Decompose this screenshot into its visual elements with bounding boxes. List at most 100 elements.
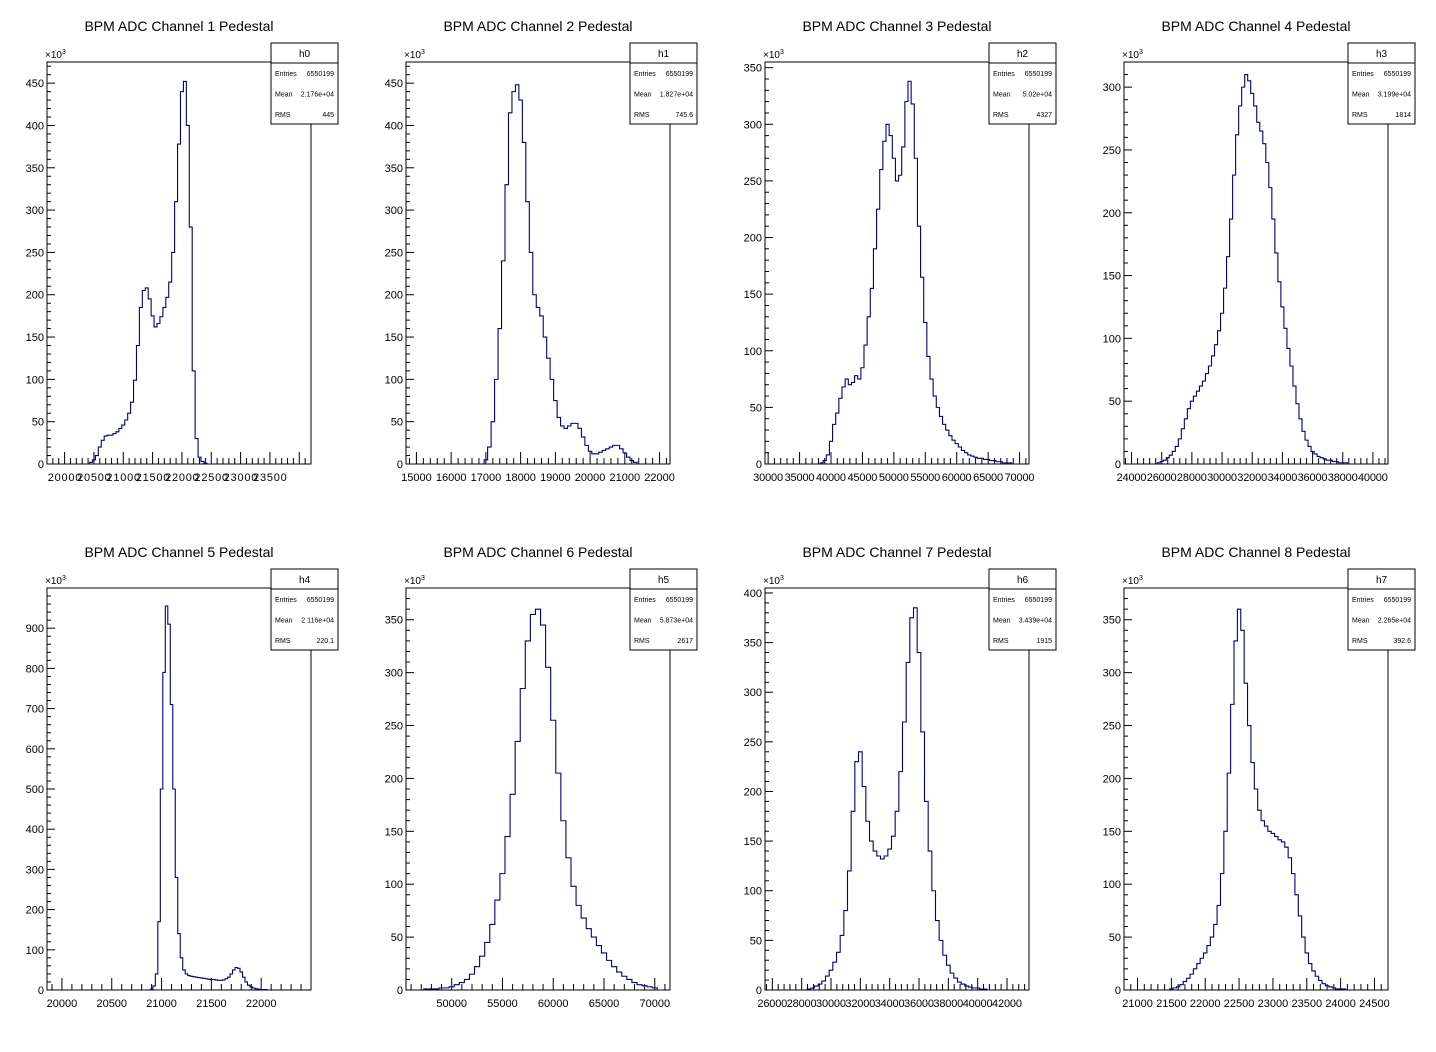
stat-value: 445: [322, 112, 334, 119]
stat-label: RMS: [634, 638, 650, 645]
stats-box: h7 Entries 6550199 Mean 2.265e+04 RMS 392.6: [1347, 568, 1416, 651]
stat-value: 1.827e+04: [660, 92, 693, 99]
y-axis-multiplier: ×103: [404, 575, 425, 587]
stat-value: 2.116e+04: [301, 618, 334, 625]
y-tick-label: 0: [756, 459, 762, 471]
x-tick-label: 20500: [96, 998, 127, 1010]
stat-value: 6550199: [666, 597, 693, 604]
x-tick-label: 26000: [757, 998, 787, 1010]
stat-label: Mean: [634, 618, 652, 625]
plot-frame: [46, 61, 312, 465]
stat-label: RMS: [275, 638, 291, 645]
stats-box-frame: [1347, 42, 1416, 125]
y-tick-label: 350: [744, 638, 762, 650]
histogram-series-line: [149, 605, 270, 991]
y-tick-label: 0: [38, 985, 44, 997]
x-tick-label: 28000: [1177, 472, 1207, 484]
stat-value: 745.6: [675, 112, 693, 119]
x-tick-label: 21500: [196, 998, 227, 1010]
y-tick-label: 50: [32, 417, 44, 429]
histogram-series-line: [819, 80, 1015, 465]
y-tick-label: 150: [385, 332, 403, 344]
stats-box-frame: [1347, 568, 1416, 651]
histogram-series-line: [423, 608, 663, 991]
y-tick-label: 200: [744, 786, 762, 798]
y-tick-label: 200: [26, 905, 44, 917]
y-tick-label: 50: [750, 935, 762, 947]
histogram-panel-4: BPM ADC Channel 4 Pedestal ×103 0 50 100 150 2…: [1103, 18, 1416, 484]
histogram-panel-1: BPM ADC Channel 1 Pedestal ×103 0 50 100 150 2…: [26, 18, 339, 484]
stat-label: RMS: [634, 112, 650, 119]
stat-value: 2.176e+04: [301, 92, 334, 99]
y-axis-multiplier: ×103: [404, 49, 425, 61]
x-tick-label: 55000: [910, 472, 940, 484]
y-tick-label: 350: [26, 163, 44, 175]
y-tick-label: 400: [744, 588, 762, 600]
stat-value: 6550199: [307, 597, 334, 604]
x-tick-label: 26000: [1147, 472, 1177, 484]
histogram-series-line: [88, 80, 213, 465]
histogram-panel-7: BPM ADC Channel 7 Pedestal ×103 0 50 100 150 2…: [744, 544, 1057, 1010]
histogram-series-line: [806, 607, 991, 991]
stat-value: 220.1: [316, 638, 334, 645]
y-axis-multiplier: ×103: [763, 575, 784, 587]
histogram-name: h7: [1376, 575, 1388, 586]
y-tick-label: 200: [26, 290, 44, 302]
stat-label: RMS: [993, 638, 1009, 645]
y-tick-label: 150: [26, 332, 44, 344]
stats-box-frame: [988, 568, 1057, 651]
x-tick-label: 23500: [253, 472, 287, 484]
panel-title: BPM ADC Channel 2 Pedestal: [443, 18, 632, 34]
y-tick-label: 250: [744, 176, 762, 188]
y-tick-label: 150: [1103, 271, 1121, 283]
y-tick-label: 350: [385, 615, 403, 627]
x-tick-label: 20000: [47, 998, 78, 1010]
histogram-name: h3: [1376, 49, 1388, 60]
y-tick-label: 150: [1103, 826, 1121, 838]
panel-title: BPM ADC Channel 3 Pedestal: [802, 18, 991, 34]
stat-label: Mean: [275, 92, 293, 99]
x-tick-label: 65000: [973, 472, 1003, 484]
stats-box-frame: [629, 568, 698, 651]
x-tick-label: 20000: [575, 472, 606, 484]
y-tick-label: 250: [1103, 721, 1121, 733]
y-tick-label: 400: [26, 120, 44, 132]
x-tick-label: 35000: [785, 472, 815, 484]
y-tick-label: 100: [1103, 879, 1121, 891]
stat-value: 2.265e+04: [1378, 618, 1411, 625]
y-tick-label: 200: [385, 773, 403, 785]
x-tick-label: 23500: [1291, 998, 1322, 1010]
stats-box: h4 Entries 6550199 Mean 2.116e+04 RMS 220.1: [270, 568, 339, 651]
y-axis-multiplier: ×103: [1122, 575, 1143, 587]
stat-value: 6550199: [1384, 71, 1411, 78]
panel-title: BPM ADC Channel 8 Pedestal: [1161, 544, 1350, 560]
y-tick-label: 250: [1103, 145, 1121, 157]
y-tick-label: 0: [397, 985, 403, 997]
stats-box: h2 Entries 6550199 Mean 5.02e+04 RMS 4327: [988, 42, 1057, 125]
y-tick-label: 0: [1115, 459, 1121, 471]
x-tick-label: 30000: [753, 472, 783, 484]
y-tick-label: 50: [1109, 396, 1121, 408]
stat-value: 1915: [1036, 638, 1052, 645]
y-tick-label: 250: [26, 247, 44, 259]
y-tick-label: 500: [26, 784, 44, 796]
y-tick-label: 100: [385, 374, 403, 386]
stats-box-frame: [270, 42, 339, 125]
stat-value: 3.439e+04: [1019, 618, 1052, 625]
y-tick-label: 300: [1103, 668, 1121, 680]
stat-value: 4327: [1036, 112, 1052, 119]
y-tick-label: 300: [744, 687, 762, 699]
x-tick-label: 24000: [1117, 472, 1147, 484]
histogram-panel-6: BPM ADC Channel 6 Pedestal ×103 0 50 100 150 2…: [385, 544, 698, 1010]
x-tick-label: 21000: [146, 998, 177, 1010]
histogram-series-line: [1156, 74, 1351, 465]
x-tick-label: 23000: [1258, 998, 1289, 1010]
y-tick-label: 200: [744, 233, 762, 245]
y-tick-label: 200: [385, 290, 403, 302]
stat-label: Entries: [993, 71, 1015, 78]
y-tick-label: 100: [1103, 333, 1121, 345]
y-tick-label: 300: [385, 205, 403, 217]
y-tick-label: 150: [744, 836, 762, 848]
x-tick-label: 34000: [875, 998, 905, 1010]
x-tick-label: 19000: [540, 472, 571, 484]
